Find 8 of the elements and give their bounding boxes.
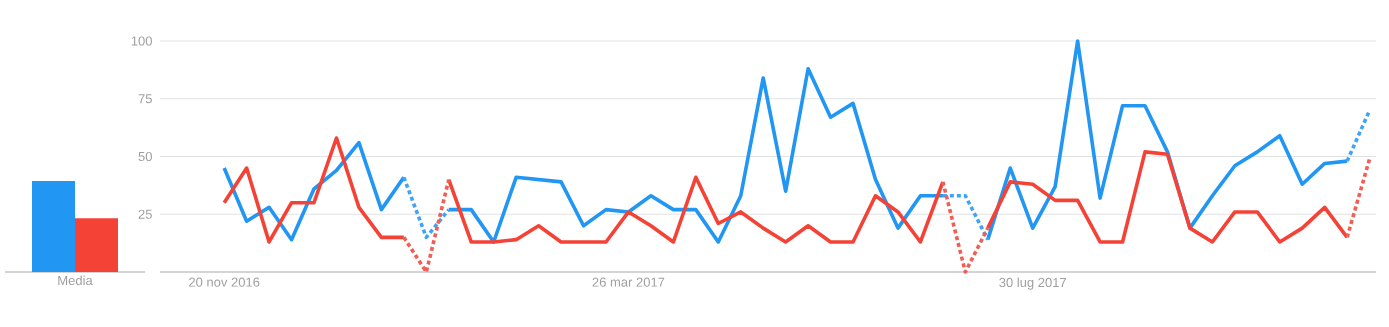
- y-tick-label: 75: [138, 94, 152, 104]
- x-tick-label: 20 nov 2016: [189, 277, 260, 287]
- y-tick-label: 100: [131, 36, 152, 46]
- y-tick-label: 25: [138, 209, 152, 219]
- y-tick-label: 50: [138, 151, 152, 162]
- x-tick-label: Media: [58, 275, 93, 286]
- x-tick-label: 26 mar 2017: [592, 277, 665, 287]
- x-tick-label: 30 lug 2017: [999, 277, 1067, 290]
